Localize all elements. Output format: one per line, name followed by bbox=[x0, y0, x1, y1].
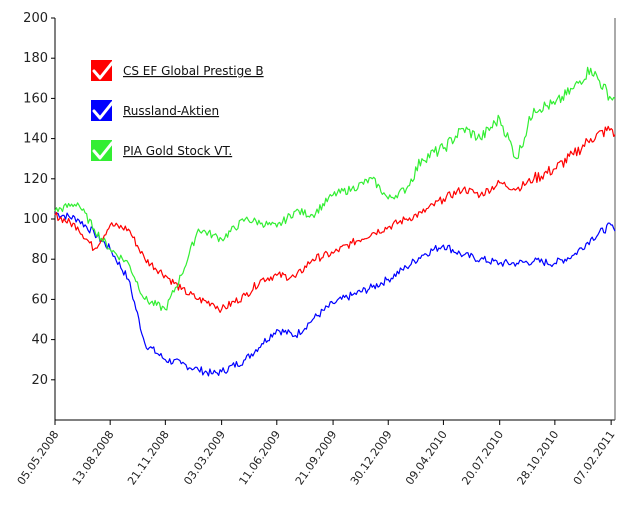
legend-item: CS EF Global Prestige B bbox=[91, 60, 264, 81]
axes: 20 40 60 80 100 120 140 160 180 200 05.05.2008 13.0… bbox=[15, 11, 618, 487]
checkmark-icon bbox=[92, 101, 114, 120]
legend-item: PIA Gold Stock VT. bbox=[91, 140, 232, 161]
y-tick-label: 160 bbox=[23, 91, 48, 106]
x-tick-label: 30.12.2009 bbox=[348, 428, 395, 487]
y-tick-label: 100 bbox=[23, 212, 48, 227]
x-tick-label: 20.07.2010 bbox=[459, 428, 506, 487]
y-tick-label: 140 bbox=[23, 132, 48, 147]
x-tick-label: 11.06.2009 bbox=[236, 428, 283, 487]
y-tick-label: 80 bbox=[31, 252, 48, 267]
x-tick-label: 21.11.2008 bbox=[125, 428, 172, 487]
x-tick-label: 05.05.2008 bbox=[15, 428, 62, 487]
series-lines bbox=[54, 66, 616, 377]
legend-label: CS EF Global Prestige B bbox=[123, 64, 264, 78]
y-tick-label: 40 bbox=[31, 333, 48, 348]
y-tick-label: 120 bbox=[23, 172, 48, 187]
checkmark-icon bbox=[92, 61, 114, 80]
y-tick-label: 20 bbox=[31, 373, 48, 388]
x-tick-label: 09.04.2010 bbox=[403, 428, 450, 487]
legend-label: PIA Gold Stock VT. bbox=[123, 144, 232, 158]
legend-label: Russland-Aktien bbox=[123, 104, 219, 118]
series-line bbox=[54, 125, 616, 313]
legend: CS EF Global Prestige B Russland-Aktien PI… bbox=[91, 60, 264, 161]
legend-item: Russland-Aktien bbox=[91, 100, 219, 121]
series-line bbox=[54, 66, 616, 311]
y-tick-label: 60 bbox=[31, 292, 48, 307]
y-tick-label: 180 bbox=[23, 51, 48, 66]
x-tick-label: 13.08.2008 bbox=[70, 428, 117, 487]
y-tick-label: 200 bbox=[23, 11, 48, 26]
x-tick-label: 21.09.2009 bbox=[293, 428, 340, 487]
x-tick-label: 07.02.2011 bbox=[571, 428, 618, 487]
x-tick-label: 03.03.2009 bbox=[181, 428, 228, 487]
x-tick-label: 28.10.2010 bbox=[515, 428, 562, 487]
checkmark-icon bbox=[92, 141, 114, 160]
series-line bbox=[54, 212, 616, 377]
